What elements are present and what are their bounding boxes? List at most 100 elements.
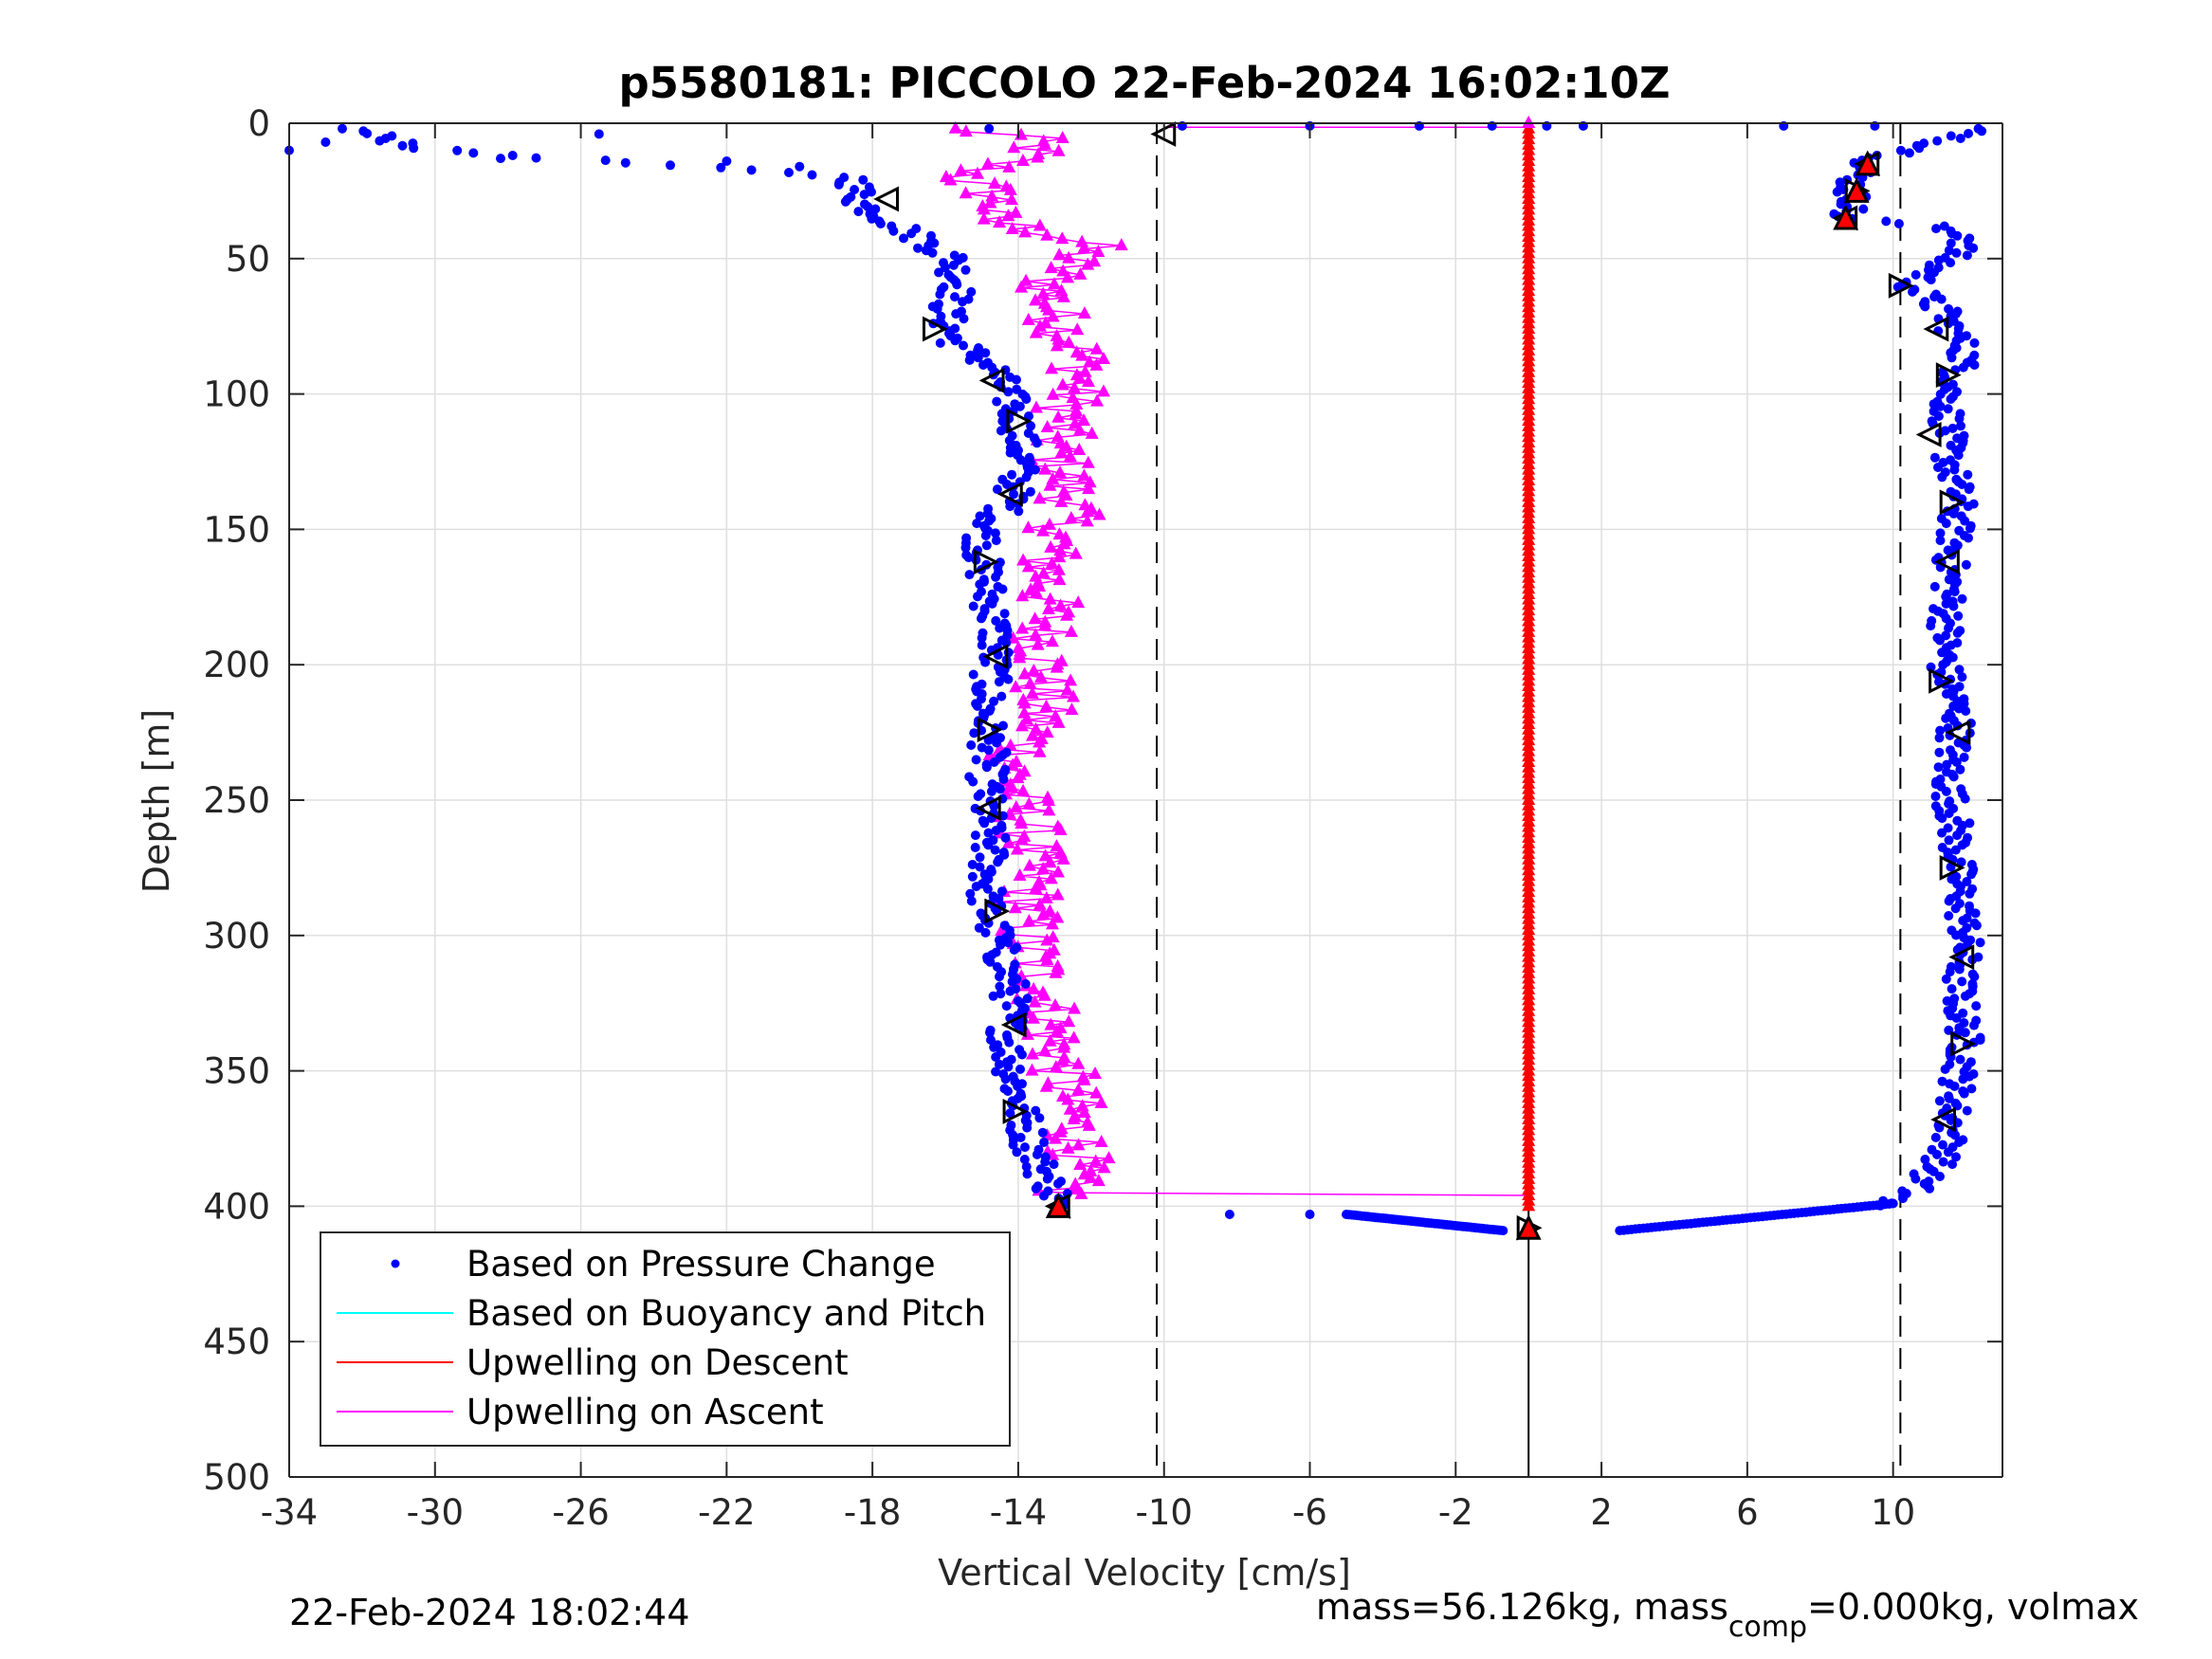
pressure-change-point-ascent (1920, 1155, 1930, 1164)
pressure-change-point-descent (1005, 986, 1015, 996)
pressure-change-point-ascent (1956, 421, 1965, 431)
pressure-change-point-ascent (1977, 126, 1987, 137)
pressure-change-point-descent (990, 845, 1000, 855)
pressure-change-point-descent (531, 153, 541, 163)
pressure-change-point-descent (996, 409, 1007, 419)
upwelling-ascent-point (1044, 539, 1058, 553)
upwelling-ascent-point (1068, 416, 1082, 429)
pressure-change-point-ascent (1955, 134, 1965, 143)
pressure-change-point-descent (913, 243, 923, 253)
upwelling-ascent-point (1045, 917, 1059, 930)
pressure-change-point-descent (948, 260, 959, 270)
pressure-change-point-ascent (1963, 501, 1973, 512)
pressure-change-point-ascent (1934, 733, 1945, 743)
pressure-change-point-descent (1000, 832, 1011, 843)
pressure-change-point-ascent (1957, 976, 1967, 987)
upwelling-ascent-point (1011, 771, 1025, 784)
red-marker-triangle (1855, 150, 1881, 176)
pressure-change-point-ascent (1969, 337, 1980, 348)
upwelling-ascent-point (1060, 683, 1074, 696)
pressure-change-point-descent (980, 927, 991, 938)
upwelling-ascent-point (977, 202, 991, 215)
upwelling-ascent-point (959, 186, 973, 199)
pressure-change-point-ascent (1941, 598, 1951, 609)
upwelling-ascent-point (1068, 380, 1082, 393)
upwelling-ascent-point (1001, 835, 1015, 848)
pressure-change-point-descent (994, 677, 1004, 687)
pressure-change-point-ascent (1929, 452, 1940, 463)
upwelling-ascent-point (1031, 637, 1045, 650)
pressure-change-point-descent (807, 170, 817, 180)
upwelling-ascent-point (1077, 1072, 1091, 1085)
pressure-change-point-descent (963, 553, 974, 563)
pressure-change-point-descent (983, 828, 994, 838)
pressure-change-point-ascent (1947, 1159, 1958, 1170)
upwelling-ascent-point (1059, 439, 1073, 452)
pressure-change-point-ascent (1962, 250, 1972, 261)
upwelling-ascent-point (1026, 1011, 1040, 1024)
x-tick-label: -2 (1438, 1492, 1473, 1533)
pressure-change-point-ascent (1914, 143, 1925, 154)
pressure-change-point-descent (985, 957, 996, 967)
pressure-change-point-descent (1009, 944, 1019, 955)
pressure-change-point-ascent (1945, 967, 1955, 977)
pressure-change-point-descent (997, 584, 1008, 594)
upwelling-ascent-point (1039, 1079, 1053, 1092)
pressure-change-point-bottom (1888, 1198, 1898, 1209)
upwelling-ascent-point (1051, 865, 1066, 878)
upwelling-ascent-point (985, 189, 999, 202)
upwelling-ascent-point (1025, 1047, 1039, 1060)
ascent-marker-triangle (1923, 316, 1949, 342)
upwelling-ascent-point (1071, 1083, 1086, 1096)
footer-mass-sub: comp (1728, 1611, 1807, 1644)
upwelling-ascent-point (1033, 735, 1047, 748)
upwelling-ascent-point (1051, 332, 1066, 345)
ascent-marker-triangle (1929, 667, 1954, 694)
pressure-change-point-descent (959, 340, 968, 351)
pressure-change-point-descent (992, 396, 1002, 407)
upwelling-ascent-point (1051, 562, 1066, 575)
x-tick-label: 6 (1736, 1492, 1759, 1533)
pressure-change-point-ascent (1964, 484, 1974, 495)
pressure-change-point-ascent (1960, 991, 1970, 1001)
upwelling-ascent-point (1062, 335, 1076, 348)
footer-mass-text: mass=56.126kg, mass (1316, 1586, 1728, 1628)
pressure-change-point-ascent (1948, 508, 1959, 519)
pressure-change-point-descent (620, 157, 631, 168)
upwelling-ascent-point (1062, 1014, 1076, 1028)
pressure-change-point-ascent (1950, 845, 1961, 855)
upwelling-ascent-point (1059, 487, 1073, 501)
upwelling-ascent-point (1050, 660, 1064, 673)
pressure-change-point-ascent (1952, 830, 1963, 841)
pressure-change-point-descent (1021, 472, 1032, 483)
pressure-change-point-descent (1001, 1001, 1012, 1012)
pressure-change-point-descent (1021, 1161, 1032, 1172)
pressure-change-point-descent (973, 792, 983, 801)
upwelling-ascent-point (1085, 426, 1099, 439)
pressure-change-point-descent (858, 174, 868, 185)
upwelling-ascent-point (1005, 192, 1019, 206)
red-marker-triangle (1515, 1213, 1542, 1240)
pressure-change-point-descent (600, 155, 611, 166)
upwelling-ascent-point (1052, 550, 1067, 563)
upwelling-ascent-point (1064, 510, 1078, 523)
pressure-change-point-ascent (1904, 148, 1914, 158)
pressure-change-point-descent (975, 862, 985, 872)
pressure-change-point-descent (1003, 1062, 1014, 1072)
pressure-change-point-ascent (1959, 752, 1969, 762)
pressure-change-point-ascent (1961, 559, 1971, 570)
pressure-change-point-descent (991, 1066, 1001, 1077)
y-tick-label: 250 (203, 780, 270, 821)
pressure-change-point-ascent (1957, 593, 1967, 604)
pressure-change-point-ascent (1946, 394, 1956, 404)
upwelling-ascent-point (971, 166, 985, 179)
pressure-change-point-descent (966, 740, 977, 750)
upwelling-ascent-point (1062, 250, 1076, 264)
upwelling-ascent-point (1094, 1095, 1108, 1108)
upwelling-ascent-point (1016, 553, 1031, 566)
upwelling-ascent-point (1003, 182, 1017, 195)
upwelling-ascent-point (1043, 478, 1057, 491)
pressure-change-point-descent (507, 151, 518, 160)
pressure-change-point-descent (1004, 1037, 1015, 1048)
pressure-change-point-ascent (1949, 1081, 1960, 1091)
